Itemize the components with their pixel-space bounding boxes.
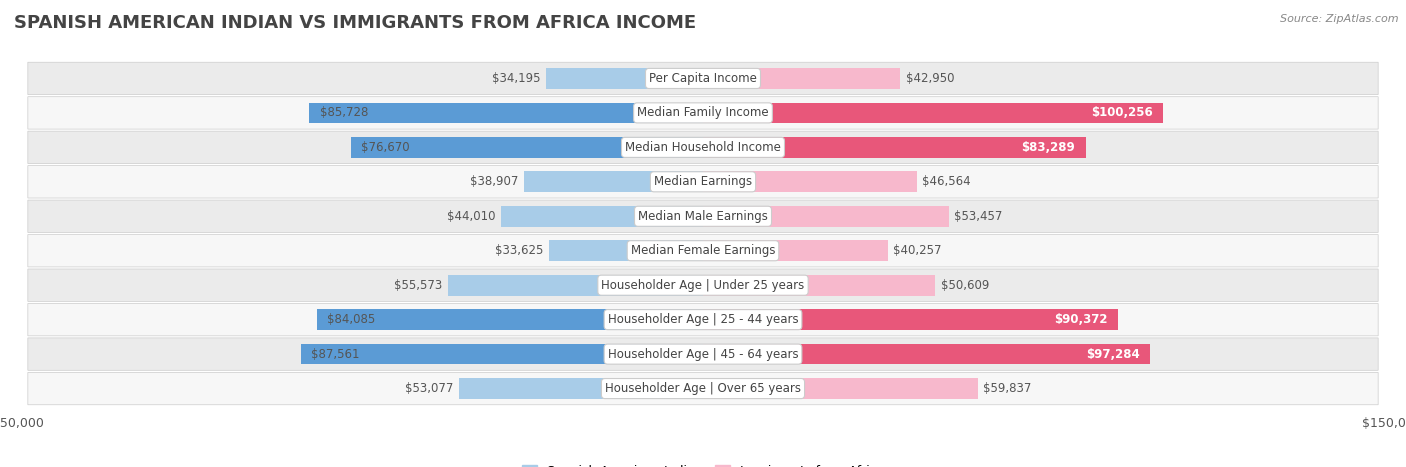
FancyBboxPatch shape — [28, 62, 1378, 95]
Text: Median Household Income: Median Household Income — [626, 141, 780, 154]
FancyBboxPatch shape — [28, 97, 1378, 129]
Text: $83,289: $83,289 — [1021, 141, 1076, 154]
Bar — [524, 171, 703, 192]
Text: $100,256: $100,256 — [1091, 106, 1153, 120]
Text: $90,372: $90,372 — [1054, 313, 1108, 326]
Bar — [548, 241, 703, 261]
Text: $85,728: $85,728 — [319, 106, 368, 120]
Bar — [301, 344, 703, 364]
FancyBboxPatch shape — [28, 234, 1378, 267]
Text: $38,907: $38,907 — [471, 175, 519, 188]
Text: $42,950: $42,950 — [905, 72, 955, 85]
Bar — [703, 241, 889, 261]
Bar — [703, 137, 1085, 158]
Bar — [703, 171, 917, 192]
Bar — [703, 378, 977, 399]
Text: Householder Age | 25 - 44 years: Householder Age | 25 - 44 years — [607, 313, 799, 326]
Text: Householder Age | 45 - 64 years: Householder Age | 45 - 64 years — [607, 347, 799, 361]
Text: $33,625: $33,625 — [495, 244, 543, 257]
Bar — [703, 309, 1118, 330]
Text: $44,010: $44,010 — [447, 210, 495, 223]
Text: $46,564: $46,564 — [922, 175, 972, 188]
FancyBboxPatch shape — [28, 304, 1378, 336]
Text: Median Female Earnings: Median Female Earnings — [631, 244, 775, 257]
FancyBboxPatch shape — [28, 200, 1378, 233]
Text: $34,195: $34,195 — [492, 72, 540, 85]
Bar — [703, 103, 1164, 123]
Text: Householder Age | Over 65 years: Householder Age | Over 65 years — [605, 382, 801, 395]
Bar — [309, 103, 703, 123]
Bar — [447, 275, 703, 296]
Bar — [546, 68, 703, 89]
Legend: Spanish American Indian, Immigrants from Africa: Spanish American Indian, Immigrants from… — [516, 460, 890, 467]
FancyBboxPatch shape — [28, 372, 1378, 405]
Bar — [703, 275, 935, 296]
Bar — [501, 206, 703, 226]
Bar — [352, 137, 703, 158]
Bar — [703, 344, 1150, 364]
Text: Median Earnings: Median Earnings — [654, 175, 752, 188]
Bar — [703, 68, 900, 89]
Text: $97,284: $97,284 — [1085, 347, 1139, 361]
Text: $87,561: $87,561 — [311, 347, 360, 361]
Text: $53,077: $53,077 — [405, 382, 454, 395]
Text: $76,670: $76,670 — [361, 141, 409, 154]
Text: Householder Age | Under 25 years: Householder Age | Under 25 years — [602, 279, 804, 292]
Bar — [316, 309, 703, 330]
Text: Median Family Income: Median Family Income — [637, 106, 769, 120]
Text: Median Male Earnings: Median Male Earnings — [638, 210, 768, 223]
Text: $53,457: $53,457 — [955, 210, 1002, 223]
Bar — [460, 378, 703, 399]
Text: $40,257: $40,257 — [893, 244, 942, 257]
FancyBboxPatch shape — [28, 166, 1378, 198]
FancyBboxPatch shape — [28, 131, 1378, 163]
Text: $59,837: $59,837 — [983, 382, 1032, 395]
Text: Source: ZipAtlas.com: Source: ZipAtlas.com — [1281, 14, 1399, 24]
FancyBboxPatch shape — [28, 269, 1378, 301]
Text: $50,609: $50,609 — [941, 279, 990, 292]
FancyBboxPatch shape — [28, 338, 1378, 370]
Text: Per Capita Income: Per Capita Income — [650, 72, 756, 85]
Bar — [703, 206, 949, 226]
Text: $84,085: $84,085 — [328, 313, 375, 326]
Text: $55,573: $55,573 — [394, 279, 443, 292]
Text: SPANISH AMERICAN INDIAN VS IMMIGRANTS FROM AFRICA INCOME: SPANISH AMERICAN INDIAN VS IMMIGRANTS FR… — [14, 14, 696, 32]
